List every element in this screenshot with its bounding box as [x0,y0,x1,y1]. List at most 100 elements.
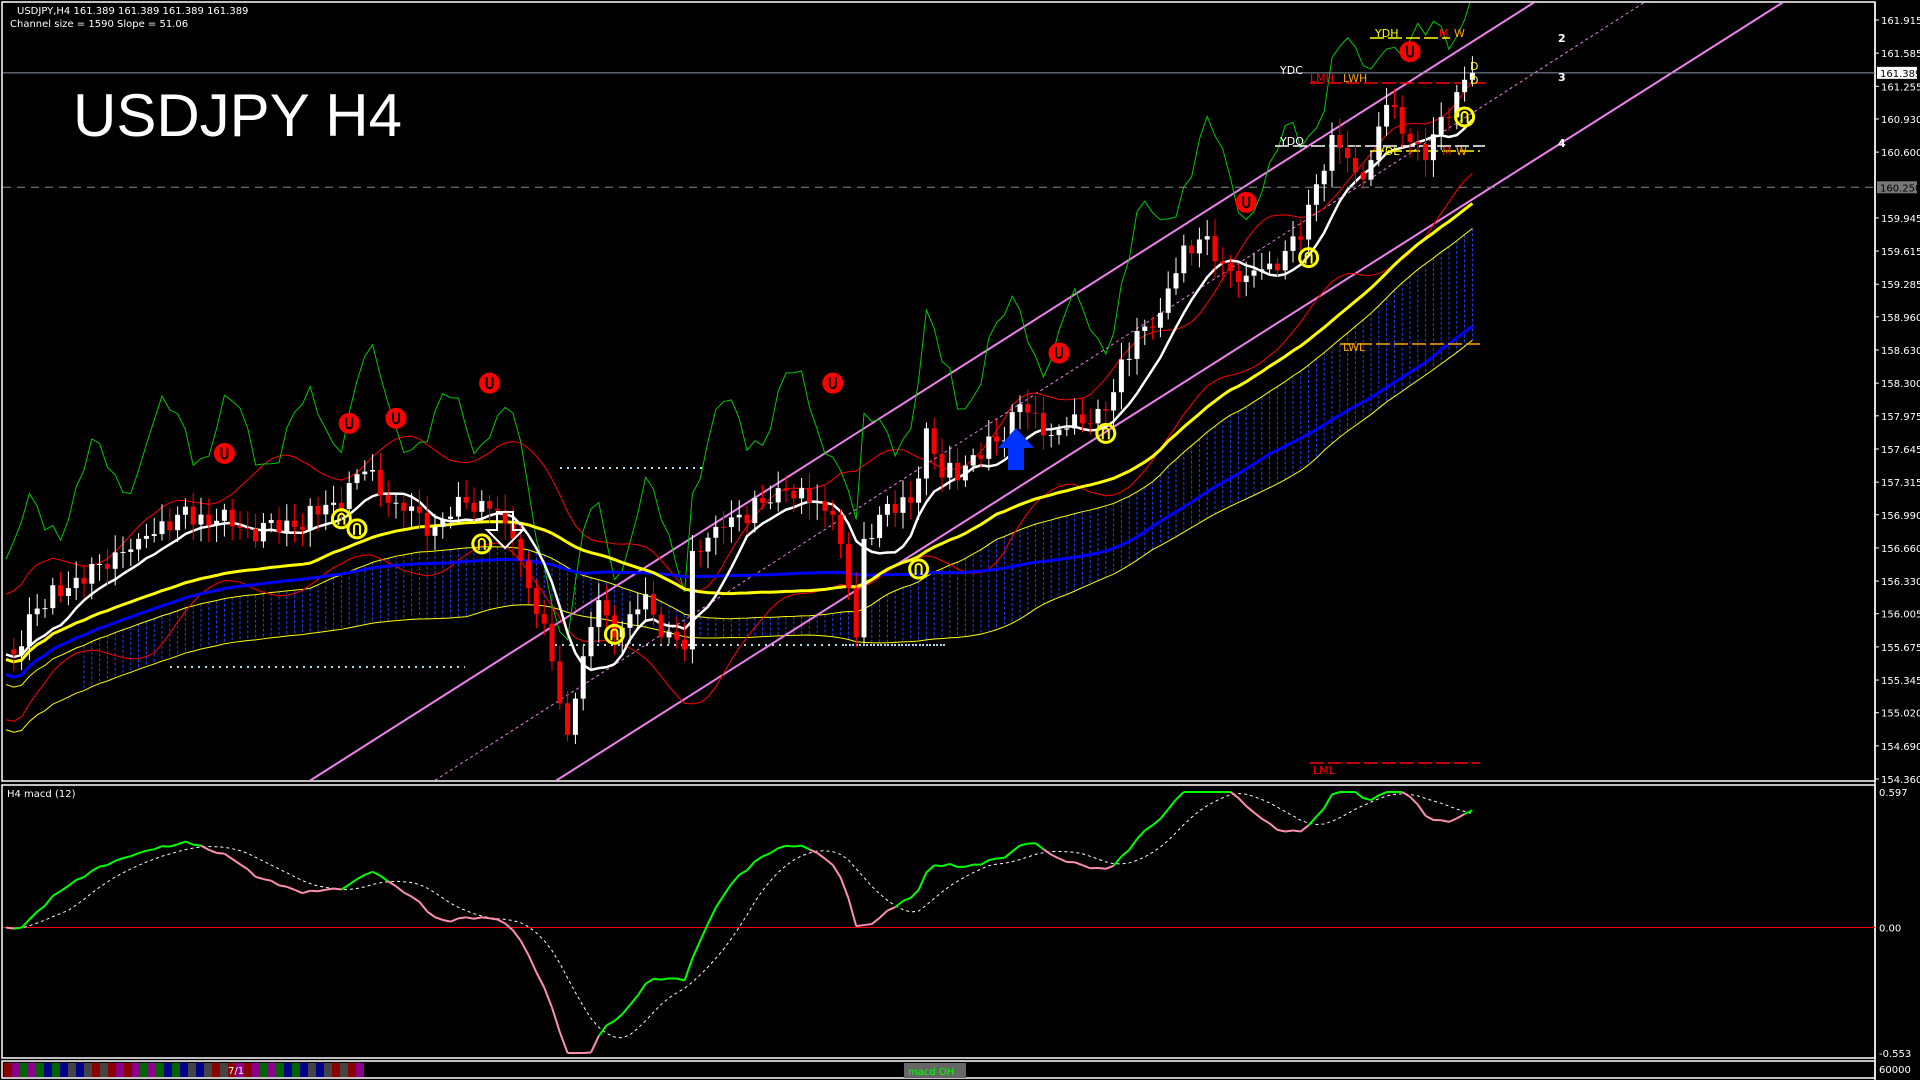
period-block[interactable] [212,1063,220,1077]
macd-tab-bg[interactable] [904,1063,966,1078]
macd-segment [20,918,31,929]
macd-tab[interactable]: macd OH [908,1067,954,1078]
candle-body [65,588,71,597]
period-block[interactable] [92,1063,100,1077]
period-block[interactable] [340,1063,348,1077]
macd-segment [714,894,725,909]
macd-segment [395,885,405,894]
signal-glyph [1242,196,1251,209]
candle-body [159,521,165,535]
period-block[interactable] [316,1063,324,1077]
macd-segment [458,916,467,920]
level-label: LWH [1343,72,1367,85]
period-block[interactable] [140,1063,148,1077]
period-block[interactable] [268,1063,276,1077]
period-block[interactable] [292,1063,300,1077]
period-block[interactable] [300,1063,308,1077]
macd-segment [1175,791,1185,801]
period-block[interactable] [100,1063,108,1077]
candle-body [1259,269,1265,271]
period-block[interactable] [180,1063,188,1077]
candle-body [565,703,571,735]
moving-averages [5,3,1474,722]
macd-segment [44,895,54,907]
candle-body [104,564,110,569]
period-block[interactable] [196,1063,204,1077]
period-block[interactable] [148,1063,156,1077]
period-block[interactable] [260,1063,268,1077]
period-block[interactable] [68,1063,76,1077]
period-block[interactable] [60,1063,68,1077]
axis-tick-label: 156.660 [1881,544,1920,555]
macd-segment [1120,849,1130,858]
period-block[interactable] [348,1063,356,1077]
period-block[interactable] [52,1063,60,1077]
macd-segment [28,910,38,921]
period-block[interactable] [308,1063,316,1077]
period-block[interactable] [76,1063,84,1077]
candle-body [1345,147,1351,159]
period-block[interactable] [44,1063,52,1077]
axis-tick-label: 159.615 [1881,247,1920,258]
period-block[interactable] [228,1063,236,1077]
level-lines [3,37,1875,764]
period-selector[interactable] [4,1063,364,1077]
macd-segment [543,987,553,1008]
period-block[interactable] [12,1063,20,1077]
period-block[interactable] [116,1063,124,1077]
ma-fast [5,118,1474,672]
axis-tick-label: 157.315 [1881,478,1920,489]
candle-body [1251,270,1257,276]
sell-signal-icon [1399,41,1421,63]
macd-segment [636,983,647,997]
period-block[interactable] [220,1063,228,1077]
period-block[interactable] [20,1063,28,1077]
macd-segment [99,864,108,868]
macd-segment [208,848,217,854]
period-block[interactable] [236,1063,244,1077]
macd-panel-frame [1,784,1876,1059]
period-block[interactable] [284,1063,292,1077]
axis-tick-label: 156.990 [1881,511,1920,522]
macd-segment [754,855,764,863]
period-block[interactable] [164,1063,172,1077]
period-block[interactable] [204,1063,212,1077]
period-block[interactable] [276,1063,284,1077]
candle-body [627,614,633,628]
macd-segment [590,1035,600,1053]
period-block[interactable] [332,1063,340,1077]
period-block[interactable] [132,1063,140,1077]
candle-body [1282,250,1288,271]
macd-segment [153,845,163,851]
period-block[interactable] [244,1063,252,1077]
candle-body [494,508,500,511]
period-block[interactable] [108,1063,116,1077]
candle-body [1352,158,1358,173]
candle-body [1056,429,1062,436]
period-block[interactable] [172,1063,180,1077]
period-block[interactable] [36,1063,44,1077]
period-block[interactable] [4,1063,12,1077]
candle-body [1321,170,1327,185]
buy-signal-icon [908,558,930,580]
period-label[interactable]: 7/1 [228,1066,244,1077]
period-block[interactable] [156,1063,164,1077]
candle-body [1243,275,1249,283]
period-block[interactable] [356,1063,364,1077]
period-block[interactable] [252,1063,260,1077]
candle-body [1173,273,1179,289]
period-block[interactable] [124,1063,132,1077]
candle-body [510,523,516,539]
macd-segment [294,888,303,895]
candle-body [635,609,641,615]
macd-segment [1034,842,1045,851]
period-block[interactable] [324,1063,332,1077]
period-block[interactable] [28,1063,36,1077]
candle-body [1072,414,1078,429]
period-block[interactable] [84,1063,92,1077]
macd-segment [138,849,147,854]
candle-body [892,503,898,513]
period-block[interactable] [188,1063,196,1077]
signal-glyph [477,537,486,550]
macd-segment [216,851,225,855]
